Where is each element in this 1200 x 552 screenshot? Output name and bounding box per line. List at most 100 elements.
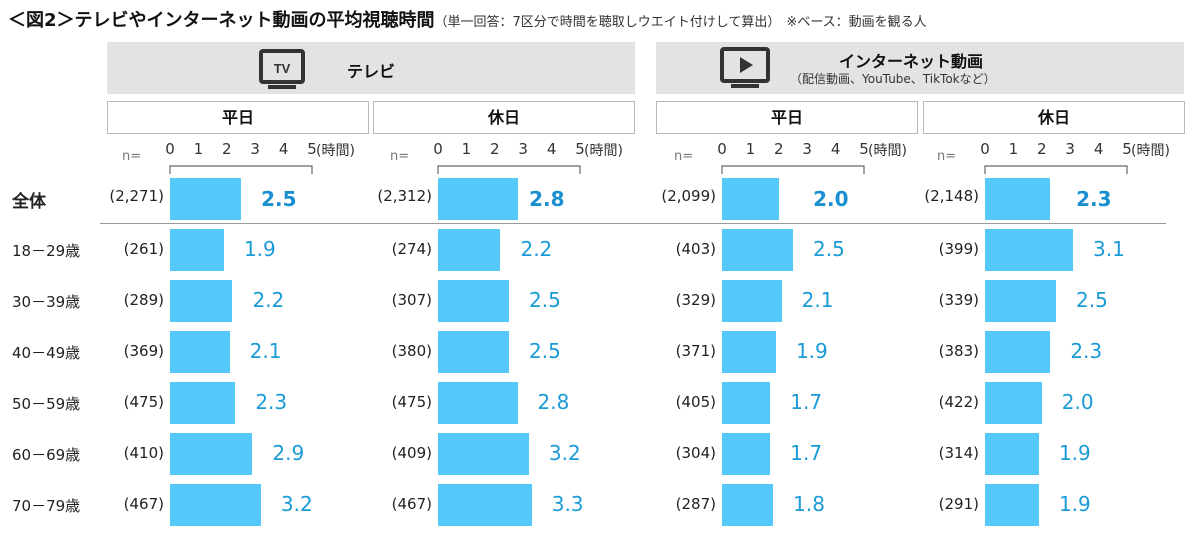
sample-size-label: (467) (123, 495, 164, 513)
axis-scale-line (437, 165, 581, 174)
axis-tick-label: 3 (802, 140, 812, 158)
sample-size-label: (274) (391, 240, 432, 258)
sample-size-label: (2,312) (377, 187, 432, 205)
bar (985, 382, 1042, 424)
sample-size-label: (2,148) (924, 187, 979, 205)
category-label: 全体 (12, 192, 46, 212)
bar (985, 484, 1039, 526)
media-sublabel-internet: （配信動画、YouTube、TikTokなど） (790, 72, 996, 86)
sample-size-label: (475) (123, 393, 164, 411)
sample-size-label: (467) (391, 495, 432, 513)
bar (985, 178, 1051, 220)
value-label: 2.5 (529, 339, 561, 363)
sample-size-label: (261) (123, 240, 164, 258)
sample-size-label: (307) (391, 291, 432, 309)
sample-size-label: (410) (123, 444, 164, 462)
bar (985, 280, 1056, 322)
axis-scale-line (721, 165, 865, 174)
sample-size-label: (289) (123, 291, 164, 309)
category-label: 50－59歳 (12, 395, 81, 413)
category-label: 70－79歳 (12, 497, 81, 515)
sample-size-label: (329) (675, 291, 716, 309)
sample-size-label: (339) (938, 291, 979, 309)
bar (985, 229, 1074, 271)
value-label: 2.5 (1076, 288, 1108, 312)
value-label: 2.0 (1061, 390, 1094, 414)
axis-unit-label: (時間) (316, 143, 355, 159)
bar (722, 229, 793, 271)
axis-unit-label: (時間) (584, 143, 623, 159)
value-label: 2.3 (1076, 187, 1112, 211)
sample-size-label: (399) (938, 240, 979, 258)
bar (438, 229, 501, 271)
sample-size-label: (369) (123, 342, 164, 360)
sample-size-label: (409) (391, 444, 432, 462)
value-label: 3.2 (280, 492, 313, 516)
bar (722, 331, 776, 373)
bar (438, 382, 518, 424)
bar (438, 280, 509, 322)
chart-title: ＜図2＞テレビやインターネット動画の平均視聴時間 (8, 10, 435, 31)
value-label: 1.9 (1058, 441, 1091, 465)
bar (438, 484, 532, 526)
media-header-internet: インターネット動画 （配信動画、YouTube、TikTokなど） (656, 42, 1184, 94)
bar (170, 331, 230, 373)
sample-size-label: (371) (675, 342, 716, 360)
bar (985, 331, 1051, 373)
axis-tick-label: 0 (980, 140, 990, 158)
value-label: 2.0 (813, 187, 849, 211)
axis-tick-label: 1 (745, 140, 756, 158)
day-label-internet-weekday: 平日 (656, 101, 918, 134)
bar (985, 433, 1039, 475)
sample-size-label: (314) (938, 444, 979, 462)
bar (438, 331, 509, 373)
n-prefix-label: n= (122, 149, 142, 164)
value-label: 2.3 (1070, 339, 1103, 363)
day-label-tv-holiday: 休日 (373, 101, 635, 134)
value-label: 2.1 (249, 339, 282, 363)
bar (722, 280, 782, 322)
svg-text:TV: TV (274, 61, 291, 76)
axis-tick-label: 0 (717, 140, 727, 158)
axis-tick-label: 4 (278, 140, 289, 158)
bar (722, 382, 771, 424)
value-label: 2.5 (261, 187, 297, 211)
n-prefix-label: n= (937, 149, 957, 164)
category-label: 40－49歳 (12, 344, 81, 362)
axis-tick-label: 2 (222, 140, 232, 158)
bar (170, 178, 241, 220)
bar (170, 280, 233, 322)
axis-tick-label: 4 (546, 140, 557, 158)
n-prefix-label: n= (390, 149, 410, 164)
media-label-internet: インターネット動画 (839, 52, 984, 71)
sample-size-label: (2,271) (109, 187, 164, 205)
category-label: 18－29歳 (12, 242, 81, 260)
value-label: 2.2 (520, 237, 553, 261)
chart-subtitle: （単一回答：7区分で時間を聴取しウエイト付けして算出） (434, 15, 781, 30)
video-play-icon (720, 46, 770, 94)
bar (170, 229, 224, 271)
sample-size-label: (475) (391, 393, 432, 411)
value-label: 1.7 (790, 390, 823, 414)
value-label: 2.5 (813, 237, 845, 261)
axis-tick-label: 5 (575, 140, 585, 158)
value-label: 2.9 (272, 441, 305, 465)
media-label-tv: テレビ (347, 62, 396, 81)
axis-scale-line (169, 165, 313, 174)
axis-tick-label: 3 (1065, 140, 1075, 158)
axis-tick-label: 2 (490, 140, 500, 158)
sample-size-label: (422) (938, 393, 979, 411)
value-label: 1.9 (1058, 492, 1091, 516)
n-prefix-label: n= (674, 149, 694, 164)
bar (170, 382, 236, 424)
axis-tick-label: 2 (1037, 140, 1047, 158)
axis-tick-label: 0 (165, 140, 175, 158)
sample-size-label: (2,099) (661, 187, 716, 205)
axis-tick-label: 3 (250, 140, 260, 158)
axis-tick-label: 5 (307, 140, 317, 158)
tv-icon: TV (259, 48, 305, 94)
value-label: 2.1 (801, 288, 834, 312)
axis-unit-label: (時間) (1131, 143, 1170, 159)
day-label-internet-holiday: 休日 (923, 101, 1185, 134)
bar (170, 484, 261, 526)
